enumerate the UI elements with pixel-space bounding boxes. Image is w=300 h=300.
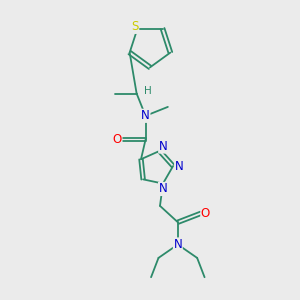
Text: N: N	[175, 160, 183, 172]
Text: S: S	[131, 20, 139, 33]
Text: H: H	[144, 85, 152, 96]
Text: O: O	[113, 133, 122, 146]
Text: O: O	[201, 207, 210, 220]
Text: N: N	[159, 182, 167, 195]
Text: N: N	[141, 109, 150, 122]
Text: N: N	[159, 140, 167, 153]
Text: N: N	[173, 238, 182, 251]
